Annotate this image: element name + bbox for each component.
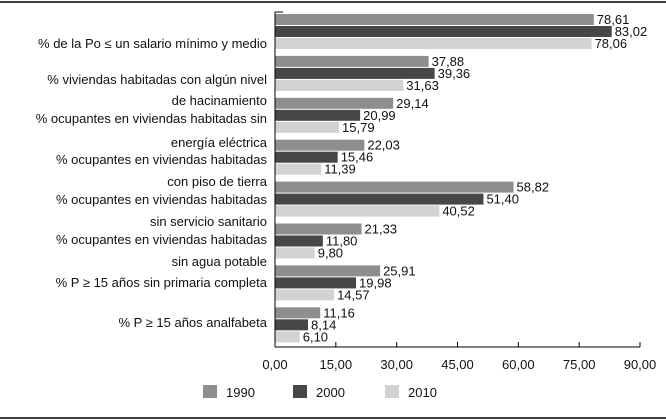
data-label: 25,91 (383, 263, 416, 278)
bar-2010 (275, 247, 315, 259)
category-label: % P ≥ 15 años analfabeta (118, 315, 267, 330)
legend-swatch-2000 (293, 385, 307, 398)
bar-2000 (275, 109, 361, 121)
data-label: 58,82 (517, 180, 550, 195)
data-label: 83,02 (615, 24, 648, 39)
data-label: 15,79 (342, 120, 375, 135)
data-label: 78,61 (597, 12, 630, 27)
category-label: % de la Po ≤ un salario mínimo y medio (38, 36, 267, 51)
data-label: 19,98 (359, 275, 392, 290)
bar-1990 (275, 265, 381, 277)
data-label: 22,03 (367, 138, 400, 153)
bar-1990 (275, 139, 365, 151)
data-label: 8,14 (311, 317, 336, 332)
data-label: 14,57 (337, 287, 370, 302)
bar-1990 (275, 14, 594, 25)
category-label: % ocupantes en viviendas habitadas sin (36, 111, 267, 126)
data-label: 31,63 (406, 78, 439, 93)
bar-2010 (275, 289, 335, 301)
category-label: % P ≥ 15 años sin primaria completa (56, 275, 268, 290)
bar-1990 (275, 97, 394, 109)
category-label: % ocupantes en viviendas habitadas (56, 152, 268, 167)
bar-2010 (275, 205, 440, 217)
category-label: % viviendas habitadas con algún nivel (47, 72, 267, 87)
category-label: con piso de tierra (167, 174, 267, 189)
category-label: energía eléctrica (171, 135, 268, 150)
bar-2000 (275, 193, 484, 205)
x-tick-label: 60,00 (502, 357, 535, 372)
category-label: sin agua potable (172, 254, 267, 269)
bar-2010 (275, 163, 322, 175)
data-label: 51,40 (486, 192, 519, 207)
data-label: 78,06 (595, 36, 628, 51)
data-label: 9,80 (318, 246, 343, 261)
bar-2010 (275, 331, 300, 343)
data-label: 6,10 (303, 329, 328, 344)
data-label: 11,80 (326, 234, 358, 249)
x-tick-label: 90,00 (624, 357, 657, 372)
data-label: 11,39 (324, 162, 356, 177)
bar-2010 (275, 79, 404, 91)
x-tick-label: 75,00 (563, 357, 596, 372)
x-tick-label: 0,00 (262, 357, 287, 372)
legend-label: 2010 (408, 385, 437, 400)
data-label: 11,16 (323, 305, 355, 320)
x-tick-label: 15,00 (320, 357, 353, 372)
bar-2010 (275, 121, 340, 133)
category-label: de hacinamiento (172, 93, 267, 108)
legend-swatch-2010 (385, 385, 399, 398)
data-label: 20,99 (363, 108, 396, 123)
legend-label: 2000 (316, 385, 345, 400)
category-label: sin servicio sanitario (150, 214, 267, 229)
data-label: 39,36 (438, 66, 471, 81)
bar-1990 (275, 307, 321, 319)
data-label: 40,52 (442, 204, 475, 219)
data-label: 21,33 (365, 222, 398, 237)
bar-2000 (275, 235, 323, 247)
data-label: 37,88 (432, 54, 465, 69)
bar-2010 (275, 38, 592, 49)
x-tick-label: 45,00 (441, 357, 474, 372)
bar-2000 (275, 26, 612, 37)
data-label: 29,14 (396, 96, 429, 111)
bar-2000 (275, 151, 338, 163)
x-tick-label: 30,00 (380, 357, 413, 372)
bar-2000 (275, 277, 357, 289)
bar-1990 (275, 55, 429, 67)
legend-swatch-1990 (203, 385, 217, 398)
bar-2000 (275, 67, 435, 79)
bar-1990 (275, 181, 514, 193)
bar-1990 (275, 223, 362, 235)
bar-2000 (275, 319, 309, 331)
category-label: % ocupantes en viviendas habitadas (56, 192, 268, 207)
legend-label: 1990 (226, 385, 255, 400)
category-label: % ocupantes en viviendas habitadas (56, 232, 268, 247)
data-label: 15,46 (341, 150, 374, 165)
